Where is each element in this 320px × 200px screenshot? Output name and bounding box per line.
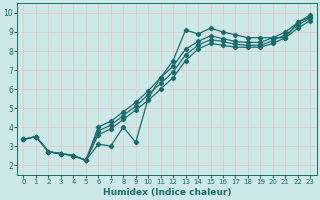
X-axis label: Humidex (Indice chaleur): Humidex (Indice chaleur) — [103, 188, 231, 197]
